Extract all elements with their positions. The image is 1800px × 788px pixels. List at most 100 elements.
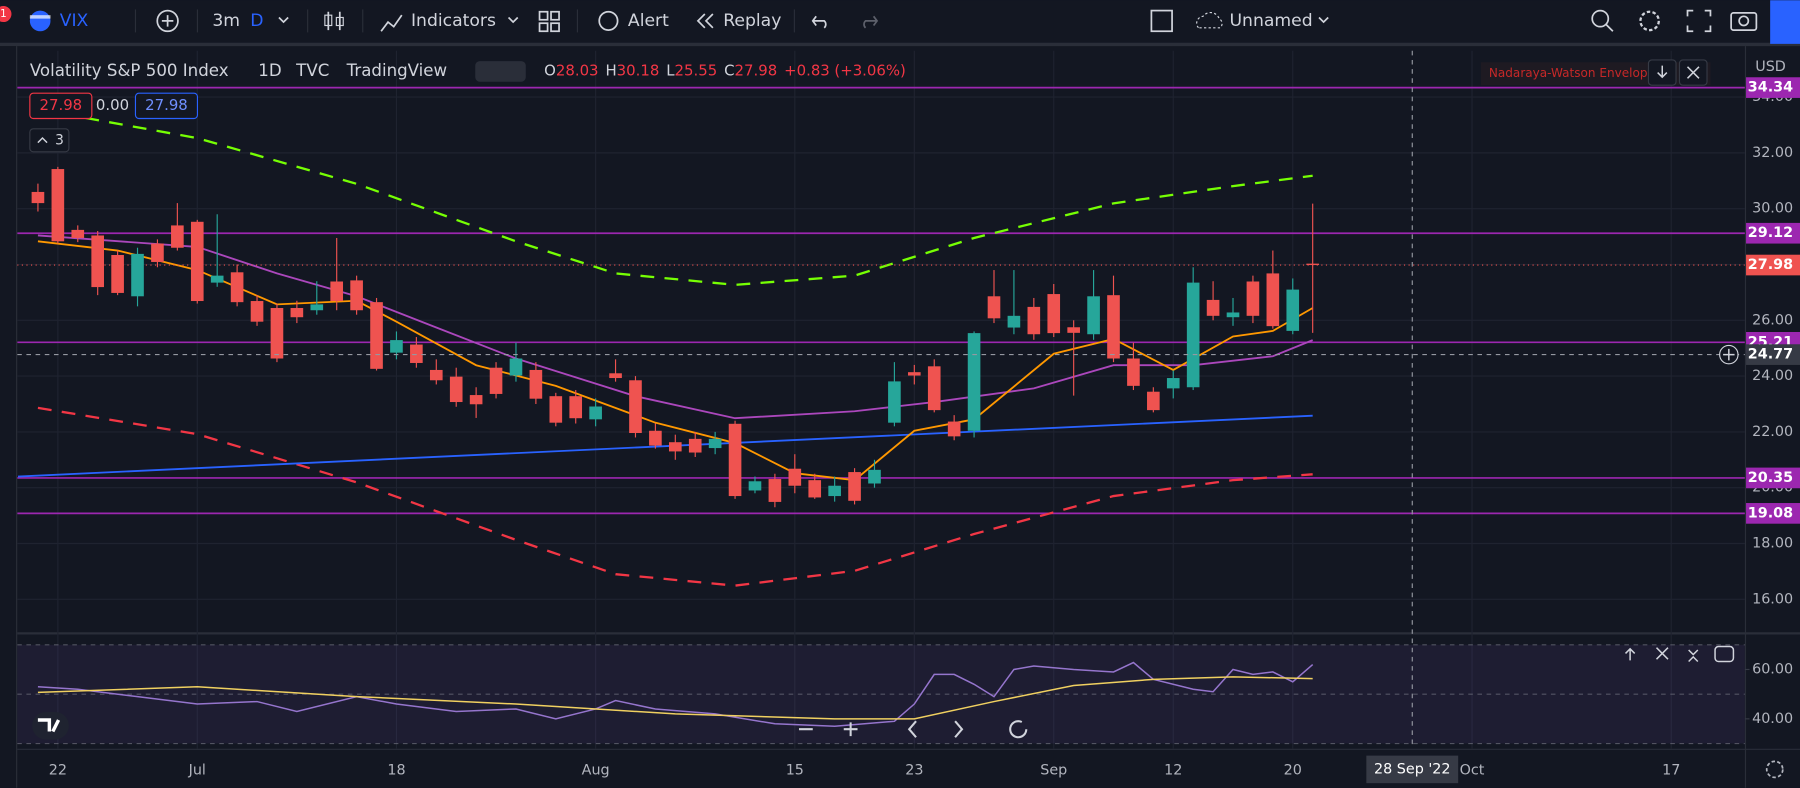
y-tick-label: 30.00	[1752, 201, 1793, 217]
pane-button-glyphs[interactable]	[1624, 647, 1699, 663]
candle-body	[51, 169, 65, 242]
y-tick-label: 18.00	[1752, 535, 1793, 551]
candle-body	[1226, 312, 1240, 318]
indicator-line	[17, 414, 1313, 478]
candle-body	[649, 430, 662, 446]
change-pct: (+3.06%)	[834, 61, 905, 79]
replay-icon[interactable]	[696, 13, 714, 29]
add-symbol-icon[interactable]	[156, 9, 179, 33]
candle-body	[668, 442, 682, 452]
symbol[interactable]: VIX	[60, 11, 89, 31]
flag-stripe	[29, 15, 51, 19]
level-label: 34.34	[1748, 80, 1793, 96]
level-label-bg	[1746, 222, 1800, 244]
rsi-line	[37, 676, 1313, 720]
candle-body	[1047, 294, 1061, 334]
y-tick-label: 22.00	[1752, 424, 1793, 440]
candle-body	[848, 472, 861, 501]
x-tick-label: Oct	[1460, 763, 1485, 779]
plus-glyph	[1723, 348, 1735, 361]
candle-body	[111, 254, 124, 293]
collapsed-count: 3	[55, 132, 64, 148]
chevron[interactable]	[1318, 16, 1329, 24]
rsi-tick-label: 60.00	[1752, 661, 1793, 677]
search-icon[interactable]	[1591, 9, 1610, 28]
fullscreen-select[interactable]	[1150, 9, 1173, 33]
badge	[134, 92, 199, 120]
candle-body	[888, 381, 901, 423]
legend-toggle[interactable]	[475, 61, 526, 82]
snapshot-lens	[1738, 15, 1750, 27]
interval-button[interactable]: 3m	[212, 11, 240, 31]
candle-body	[290, 308, 304, 318]
tv-logo-glyph	[37, 718, 61, 733]
candle-body	[31, 191, 45, 204]
chevron[interactable]	[507, 16, 519, 24]
rsi-line	[37, 661, 1314, 728]
maximize-pane[interactable]	[1714, 645, 1735, 663]
interval-unit[interactable]: D	[250, 11, 263, 31]
crosshair-date-bg	[1366, 755, 1459, 784]
fullscreen-icon[interactable]	[1686, 9, 1712, 33]
legend: Volatility S&P 500 Index 1D TVC TradingV…	[29, 59, 1711, 153]
candle-body	[609, 373, 622, 379]
candle-body	[1087, 296, 1100, 335]
currency-label: USD	[1755, 59, 1786, 75]
indicator-line	[37, 240, 1314, 482]
redo-icon[interactable]	[863, 15, 879, 29]
level-label: 29.12	[1748, 225, 1793, 241]
snapshot-icon[interactable]	[1730, 12, 1758, 31]
candle-body	[1147, 391, 1160, 411]
indicators-icon[interactable]	[380, 14, 403, 32]
candle-body	[330, 281, 344, 302]
candle-body	[469, 395, 483, 405]
indicator-line	[37, 108, 1313, 287]
close-value: 27.98	[735, 61, 778, 79]
candle-body	[509, 358, 523, 376]
flag-icon[interactable]	[29, 10, 51, 32]
candle-body	[71, 229, 85, 238]
level-label: 19.08	[1748, 505, 1793, 521]
indicators-button[interactable]: Indicators	[411, 11, 496, 31]
chevron[interactable]	[278, 16, 289, 24]
last-price-bg	[1746, 254, 1800, 276]
collapse-button[interactable]	[29, 128, 70, 153]
layout-name[interactable]: Unnamed	[1229, 11, 1312, 31]
axis-settings[interactable]	[1765, 760, 1784, 779]
alert-icon[interactable]	[598, 10, 619, 31]
candle-body	[987, 296, 1001, 319]
replay-button[interactable]: Replay	[723, 11, 781, 31]
search-handle	[1605, 23, 1614, 32]
candle-body	[370, 302, 383, 369]
candle-body	[1266, 273, 1280, 327]
navigation-buttons[interactable]	[798, 720, 964, 738]
candle-body	[947, 421, 961, 437]
indicator-name: Nadaraya-Watson Envelope [...	[1489, 66, 1675, 80]
toolbar: 1 VIX 3m D Indicators Alert Replay Unnam…	[0, 0, 1800, 47]
change: +0.83	[784, 61, 830, 79]
badge	[29, 92, 93, 120]
candle-body	[1107, 295, 1120, 359]
candle-body	[1067, 327, 1080, 333]
candle-body	[927, 366, 941, 411]
candle-body	[629, 380, 642, 434]
candle-body	[788, 468, 802, 486]
candle-body	[489, 367, 503, 394]
y-tick-label: 16.00	[1752, 591, 1793, 607]
undo-icon[interactable]	[811, 15, 827, 29]
candle-body	[908, 372, 921, 376]
candle-style-body	[335, 16, 344, 27]
candle-body	[529, 369, 543, 399]
axes: 16.0018.0020.0022.0024.0026.0028.0030.00…	[49, 50, 1800, 784]
alert-button[interactable]: Alert	[628, 11, 669, 31]
candle-body	[549, 396, 563, 423]
settings-icon[interactable]	[1639, 10, 1660, 32]
reset-button[interactable]	[1009, 720, 1028, 739]
candle-body	[230, 272, 244, 303]
layouts-icon[interactable]	[538, 10, 560, 33]
x-tick-label: 20	[1284, 763, 1302, 779]
level-label-bg	[1746, 503, 1800, 524]
x-tick-label: Aug	[582, 763, 610, 779]
publish-button[interactable]	[1770, 0, 1800, 44]
low-label: L	[666, 61, 675, 79]
